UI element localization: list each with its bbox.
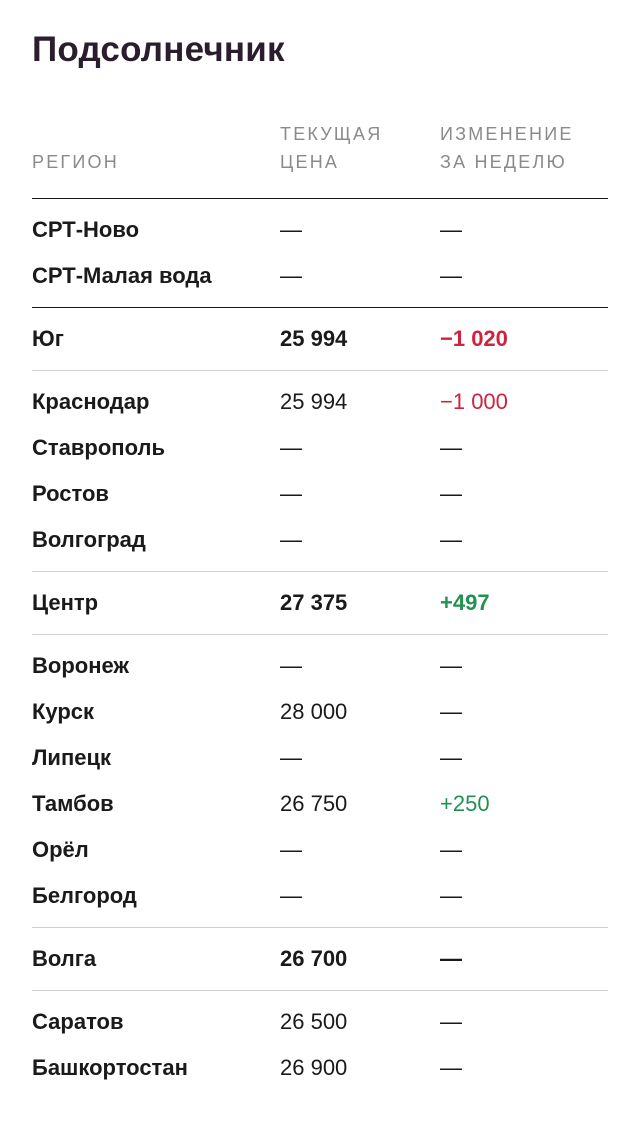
region-name: Липецк: [32, 745, 112, 770]
table-row: Ставрополь — —: [32, 425, 608, 471]
column-header-region: РЕГИОН: [32, 148, 119, 176]
region-name: СРТ-Малая вода: [32, 263, 212, 288]
region-name: Волгоград: [32, 527, 146, 552]
weekly-change: −1 020: [440, 326, 508, 351]
table-row: Воронеж — —: [32, 643, 608, 689]
table-summary-group: Центр 27 375 +497: [32, 572, 608, 635]
weekly-change: —: [440, 883, 462, 908]
current-price: —: [280, 653, 302, 678]
weekly-change: —: [440, 699, 462, 724]
weekly-change: +250: [440, 791, 490, 816]
region-name: Тамбов: [32, 791, 114, 816]
table-row-group: СРТ-Ново — — СРТ-Малая вода — —: [32, 199, 608, 308]
current-price: 26 750: [280, 791, 348, 816]
current-price: —: [280, 745, 302, 770]
region-name: Центр: [32, 590, 99, 615]
region-name: Башкортостан: [32, 1055, 188, 1080]
region-name: Орёл: [32, 837, 89, 862]
weekly-change: —: [440, 527, 462, 552]
region-name: Ростов: [32, 481, 109, 506]
current-price: 26 900: [280, 1055, 348, 1080]
weekly-change: —: [440, 481, 462, 506]
region-name: Курск: [32, 699, 95, 724]
table-summary-row: Центр 27 375 +497: [32, 580, 608, 626]
column-header-price-line1: ТЕКУЩАЯ: [280, 124, 383, 144]
current-price: —: [280, 217, 302, 242]
weekly-change: +497: [440, 590, 490, 615]
table-row-group: Саратов 26 500 — Башкортостан 26 900 —: [32, 991, 608, 1099]
region-name: СРТ-Ново: [32, 217, 140, 242]
table-row: Курск 28 000 —: [32, 689, 608, 735]
column-header-change: ИЗМЕНЕНИЕ ЗА НЕДЕЛЮ: [440, 120, 574, 176]
weekly-change: —: [440, 1009, 462, 1034]
table-row-group: Воронеж — — Курск 28 000 — Липецк — — Тамбов 26 75…: [32, 635, 608, 928]
table-summary-group: Волга 26 700 —: [32, 928, 608, 991]
table-summary-row: Волга 26 700 —: [32, 936, 608, 982]
table-row: Белгород — —: [32, 873, 608, 919]
region-name: Краснодар: [32, 389, 150, 414]
current-price: —: [280, 263, 302, 288]
weekly-change: —: [440, 1055, 462, 1080]
table-row: Саратов 26 500 —: [32, 999, 608, 1045]
table-row: СРТ-Малая вода — —: [32, 253, 608, 299]
weekly-change: —: [440, 946, 462, 971]
column-header-price-line2: ЦЕНА: [280, 152, 340, 172]
region-name: Ставрополь: [32, 435, 165, 460]
table-row: Башкортостан 26 900 —: [32, 1045, 608, 1091]
column-header-region-label: РЕГИОН: [32, 152, 119, 172]
column-header-change-line2: ЗА НЕДЕЛЮ: [440, 152, 567, 172]
current-price: —: [280, 837, 302, 862]
current-price: 28 000: [280, 699, 348, 724]
table-row-group: Краснодар 25 994 −1 000 Ставрополь — — Ростов —…: [32, 371, 608, 572]
region-name: Юг: [32, 326, 64, 351]
table-row: Волгоград — —: [32, 517, 608, 563]
current-price: 27 375: [280, 590, 348, 615]
table-row: Ростов — —: [32, 471, 608, 517]
table-row: СРТ-Ново — —: [32, 207, 608, 253]
page-title: Подсолнечник: [32, 30, 285, 69]
weekly-change: −1 000: [440, 389, 508, 414]
current-price: —: [280, 883, 302, 908]
current-price: —: [280, 435, 302, 460]
table-summary-group: Юг 25 994 −1 020: [32, 308, 608, 371]
column-header-change-line1: ИЗМЕНЕНИЕ: [440, 124, 574, 144]
weekly-change: —: [440, 217, 462, 242]
region-name: Саратов: [32, 1009, 124, 1034]
current-price: —: [280, 527, 302, 552]
weekly-change: —: [440, 263, 462, 288]
current-price: 26 700: [280, 946, 348, 971]
current-price: —: [280, 481, 302, 506]
weekly-change: —: [440, 435, 462, 460]
table-summary-row: Юг 25 994 −1 020: [32, 316, 608, 362]
region-name: Волга: [32, 946, 97, 971]
table-header: РЕГИОН ТЕКУЩАЯ ЦЕНА ИЗМЕНЕНИЕ ЗА НЕДЕЛЮ: [32, 118, 608, 199]
region-name: Белгород: [32, 883, 137, 908]
current-price: 25 994: [280, 389, 348, 414]
current-price: 25 994: [280, 326, 348, 351]
weekly-change: —: [440, 837, 462, 862]
column-header-price: ТЕКУЩАЯ ЦЕНА: [280, 120, 382, 176]
weekly-change: —: [440, 653, 462, 678]
region-name: Воронеж: [32, 653, 130, 678]
weekly-change: —: [440, 745, 462, 770]
table-row: Орёл — —: [32, 827, 608, 873]
table-body: СРТ-Ново — — СРТ-Малая вода — — Юг 25 994 −1 020…: [32, 199, 608, 1099]
table-row: Тамбов 26 750 +250: [32, 781, 608, 827]
table-row: Краснодар 25 994 −1 000: [32, 379, 608, 425]
table-row: Липецк — —: [32, 735, 608, 781]
current-price: 26 500: [280, 1009, 348, 1034]
